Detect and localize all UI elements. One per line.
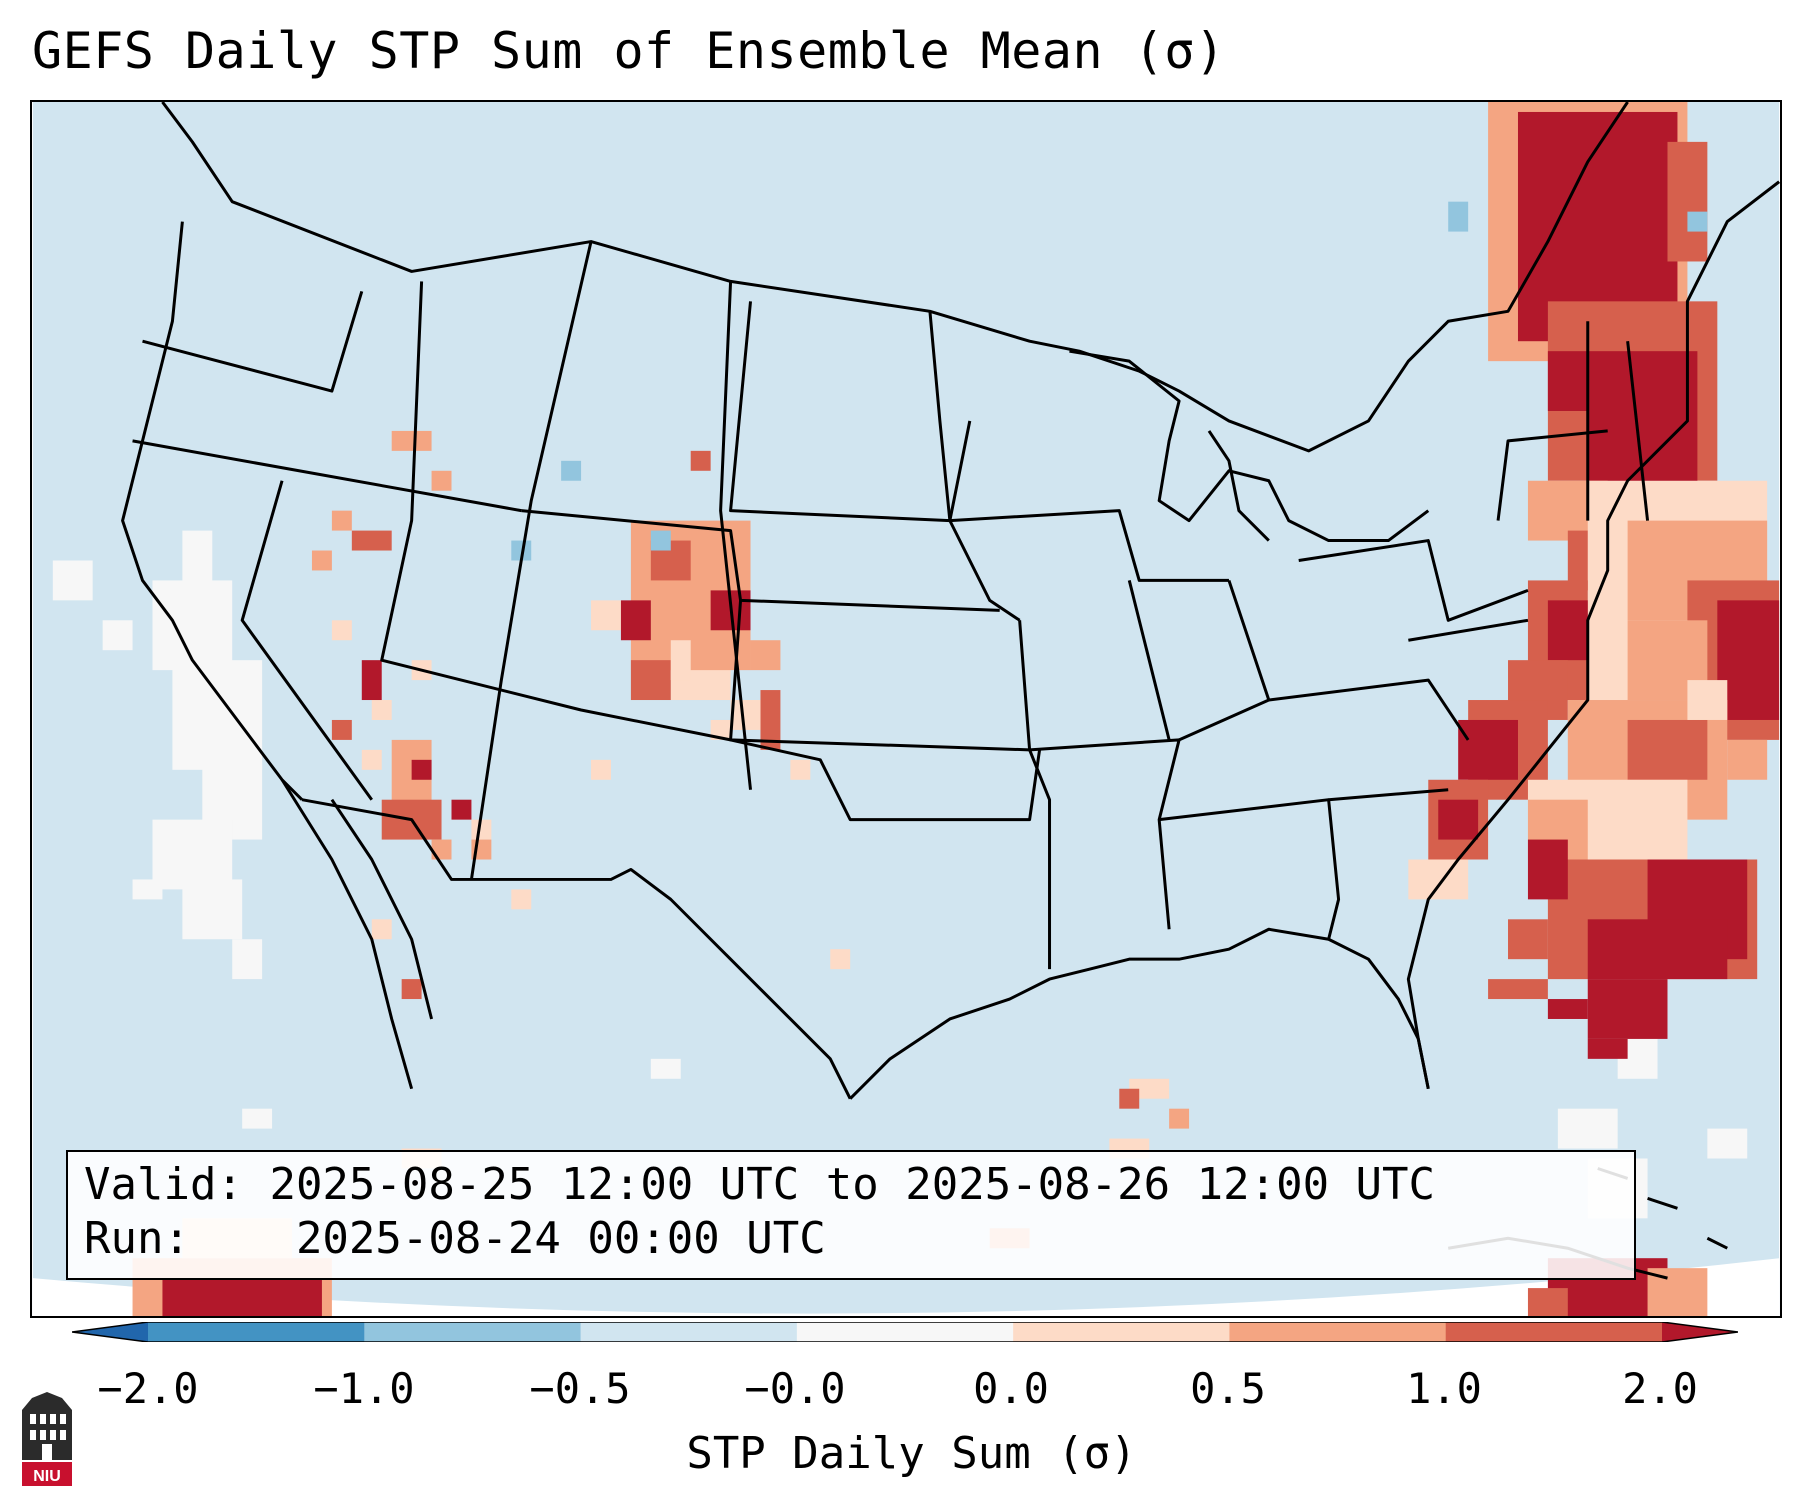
colorbar-bin-under	[72, 1322, 148, 1342]
colorbar-bin	[148, 1322, 365, 1342]
tick-label-neg-1: −1.0	[313, 1364, 415, 1413]
tick-label-0: 0.0	[973, 1364, 1049, 1413]
map-panel[interactable]	[30, 100, 1782, 1318]
stp-map	[32, 102, 1780, 1316]
political-boundaries	[121, 102, 1780, 1100]
tick-label-1: 1.0	[1406, 1364, 1482, 1413]
atlantic-cluster	[1428, 480, 1780, 1059]
niu-logo-icon: NIU	[22, 1392, 72, 1486]
tick-label-2: 2.0	[1622, 1364, 1698, 1413]
tick-label-neg-2: −2.0	[97, 1364, 199, 1413]
outside-domain	[32, 1258, 1780, 1316]
tick-label-neg-0: −0.0	[744, 1364, 846, 1413]
colorbar-bin	[364, 1322, 582, 1342]
valid-label: Valid:	[84, 1159, 243, 1210]
valid-time-box: Valid: 2025-08-25 12:00 UTC to 2025-08-2…	[66, 1150, 1636, 1280]
colorbar-bin	[580, 1322, 798, 1342]
run-time: 2025-08-24 00:00 UTC	[295, 1213, 826, 1264]
tick-label-neg-0-5: −0.5	[529, 1364, 631, 1413]
logo-text: NIU	[33, 1468, 61, 1485]
colorado-cluster	[511, 450, 781, 750]
great-basin-patches	[311, 430, 452, 571]
colorbar-bin	[1229, 1322, 1447, 1342]
tick-label-0-5: 0.5	[1190, 1364, 1266, 1413]
colorbar-bin	[1445, 1322, 1663, 1342]
northeast-cluster	[1448, 102, 1718, 591]
colorbar	[72, 1322, 1738, 1342]
colorbar-bin	[796, 1322, 1014, 1342]
valid-range: 2025-08-25 12:00 UTC to 2025-08-26 12:00…	[269, 1159, 1436, 1210]
colorbar-bins	[72, 1322, 1738, 1342]
page-title: GEFS Daily STP Sum of Ensemble Mean (σ)	[32, 22, 1226, 80]
colorbar-bin-over	[1662, 1322, 1738, 1342]
colorbar-label: STP Daily Sum (σ)	[686, 1428, 1137, 1479]
southeast-coast-patch	[1408, 779, 1489, 900]
logo-bar	[22, 1462, 72, 1486]
colorbar-bin	[1013, 1322, 1230, 1342]
run-label: Run:	[84, 1213, 190, 1264]
